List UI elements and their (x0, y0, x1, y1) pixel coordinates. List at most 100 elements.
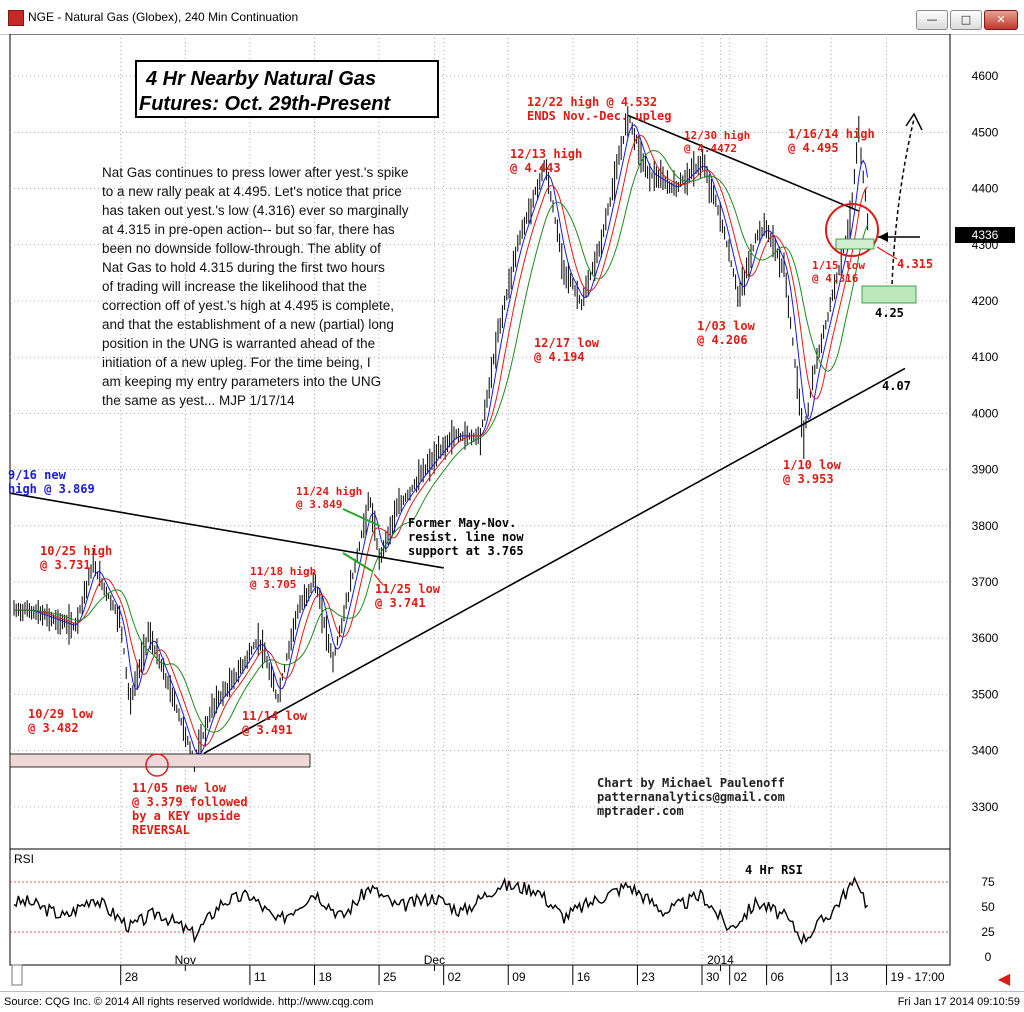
rsi-panel-label: RSI (14, 852, 34, 866)
y-tick-label: 4400 (972, 182, 999, 196)
annotation-text: @ 3.482 (28, 721, 79, 735)
minimize-button[interactable]: — (916, 10, 948, 30)
y-tick-label: 3800 (972, 519, 999, 533)
x-tick-label: 19 - 17:00 (891, 970, 945, 984)
chart-title-box (135, 60, 439, 118)
close-icon: ✕ (996, 13, 1006, 26)
green-ma-line (14, 150, 869, 733)
annotation-text: resist. line now (408, 530, 524, 544)
support-zone-left (9, 753, 311, 768)
annotation-text: @ 4.443 (510, 161, 561, 175)
chart-title-line-2: Futures: Oct. 29th-Present (139, 93, 392, 115)
chart-title-line-1: 4 Hr Nearby Natural Gas (145, 68, 376, 90)
annotation-text: 4.07 (882, 379, 911, 393)
annotation-text: @ 4.194 (534, 350, 585, 364)
trendline-3 (627, 114, 860, 212)
annotation-text: 12/17 low (534, 336, 600, 350)
green-tick-2 (342, 552, 373, 572)
annotation-text: @ 3.953 (783, 472, 834, 486)
annotation-text: by a KEY upside (132, 809, 240, 823)
x-tick-label: 2014 (707, 953, 734, 967)
y-tick-label: 3700 (972, 575, 999, 589)
commentary-text: Nat Gas continues to press lower after y… (102, 165, 409, 408)
status-footer: Source: CQG Inc. © 2014 All rights reser… (0, 991, 1024, 1012)
y-tick-label: 4600 (972, 69, 999, 83)
y-tick-label: 4100 (972, 350, 999, 364)
app-icon (8, 10, 24, 26)
red-ma-line (14, 134, 868, 747)
commentary-line: been no downside follow-through. The abl… (102, 241, 381, 256)
commentary-line: at 4.315 in pre-open action-- but so far… (102, 222, 395, 237)
annotation-text: @ 4.316 (812, 272, 859, 285)
rsi-tick-label: 50 (981, 900, 995, 914)
green-zone-1 (835, 238, 875, 250)
commentary-line: correction off of yest.'s high at 4.495 … (102, 298, 394, 313)
maximize-button[interactable]: □ (950, 10, 982, 30)
scroll-right-arrow-icon[interactable]: ◀ (998, 971, 1011, 988)
commentary-line: am keeping my entry parameters into the … (102, 374, 381, 389)
annotation-text: @ 3.849 (296, 498, 342, 511)
x-tick-label: 02 (448, 970, 462, 984)
annotation-text: 11/05 new low (132, 781, 227, 795)
annotation-text: 1/03 low (697, 319, 756, 333)
minimize-icon: — (926, 13, 938, 26)
annotation-text: 1/16/14 high (788, 127, 875, 141)
x-tick-label: 02 (734, 970, 748, 984)
annotation-text: @ 3.741 (375, 596, 426, 610)
annotation-text: @ 3.705 (250, 578, 296, 591)
x-tick-label: 30 (706, 970, 720, 984)
commentary-line: position in the UNG is warranted ahead o… (102, 336, 375, 351)
annotation-text: 11/14 low (242, 709, 308, 723)
credit-line: patternanalytics@gmail.com (597, 790, 785, 804)
projection-arrow-head (905, 112, 923, 131)
moving-averages (14, 124, 869, 755)
credit-line: Chart by Michael Paulenoff (597, 776, 785, 790)
annotation-text: 1/15 low (812, 259, 865, 272)
commentary-line: to a new rally peak at 4.495. Let's noti… (102, 184, 402, 199)
x-tick-label: 28 (125, 970, 139, 984)
annotation-text: @ 3.491 (242, 723, 293, 737)
annotation-text: 1/10 low (783, 458, 842, 472)
annotation-text: high @ 3.869 (8, 482, 95, 496)
pointer-4315 (876, 246, 898, 260)
rsi-chart: RSI 4 Hr RSI 75 50 25 0 (10, 852, 995, 964)
x-gridlines (120, 34, 888, 985)
rsi-line (13, 876, 869, 946)
commentary-line: has taken out yest.'s low (4.316) ever s… (102, 203, 409, 218)
arrow-head-icon (878, 232, 888, 242)
trendline-2 (203, 367, 906, 755)
green-tick-1 (342, 508, 381, 527)
annotation-text: Former May-Nov. (408, 516, 516, 530)
annotation-text: support at 3.765 (408, 544, 524, 558)
y-tick-label: 3500 (972, 687, 999, 701)
x-tick-label: 11 (254, 970, 267, 984)
close-button[interactable]: ✕ (984, 10, 1018, 30)
source-text: Source: CQG Inc. © 2014 All rights reser… (4, 996, 374, 1008)
y-tick-label: 3900 (972, 463, 999, 477)
scroll-handle[interactable] (11, 964, 23, 986)
annotation-text: @ 4.495 (788, 141, 839, 155)
commentary-line: initiation of a new upleg. For the time … (102, 355, 371, 370)
y-axis-labels: 4600450044004300420041004000390038003700… (972, 69, 999, 814)
projection-arrow-icon (891, 118, 915, 285)
price-chart: 4600450044004300420041004000390038003700… (8, 34, 1015, 988)
rsi-tick-label: 0 (985, 950, 992, 964)
rsi-title: 4 Hr RSI (745, 863, 803, 877)
annotation-text: @ 3.379 followed (132, 795, 248, 809)
y-tick-label: 4000 (972, 406, 999, 420)
annotation-text: 9/16 new (8, 468, 67, 482)
x-tick-label: 06 (771, 970, 785, 984)
x-tick-label: 09 (512, 970, 526, 984)
last-price-label: 4336 (972, 228, 999, 242)
y-tick-label: 4200 (972, 294, 999, 308)
rsi-tick-label: 75 (981, 875, 995, 889)
annotation-text: REVERSAL (132, 823, 190, 837)
y-tick-label: 4500 (972, 125, 999, 139)
y-tick-label: 3600 (972, 631, 999, 645)
annotation-text: @ 4.4472 (684, 142, 737, 155)
annotation-text: 11/18 high (250, 565, 316, 578)
x-tick-label: Dec (424, 953, 445, 967)
trendline-1 (9, 492, 444, 569)
x-tick-label: Nov (175, 953, 196, 967)
